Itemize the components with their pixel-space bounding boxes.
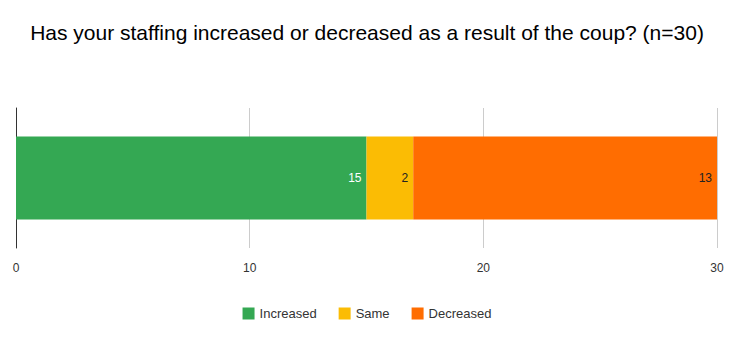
- svg-text:0: 0: [13, 261, 20, 275]
- svg-text:Has your staffing increased or: Has your staffing increased or decreased…: [30, 21, 704, 44]
- svg-text:Decreased: Decreased: [429, 306, 492, 321]
- svg-text:Same: Same: [356, 306, 390, 321]
- svg-text:2: 2: [402, 171, 409, 185]
- svg-text:10: 10: [243, 261, 257, 275]
- svg-text:30: 30: [710, 261, 724, 275]
- svg-text:15: 15: [348, 171, 362, 185]
- svg-text:20: 20: [477, 261, 491, 275]
- svg-text:13: 13: [699, 171, 713, 185]
- svg-text:Increased: Increased: [260, 306, 317, 321]
